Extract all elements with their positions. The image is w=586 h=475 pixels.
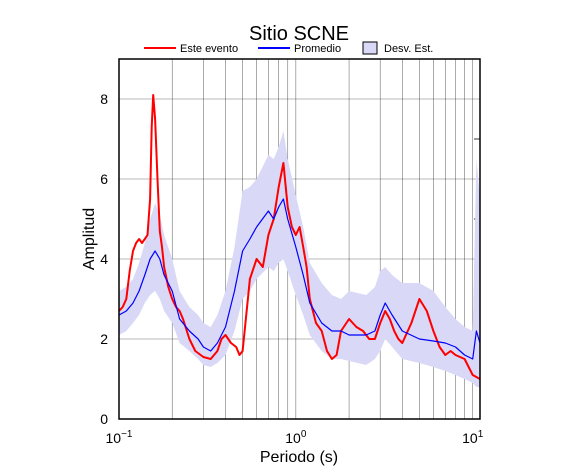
y-axis-label: Amplitud	[81, 208, 98, 270]
legend-event-label: Este evento	[180, 43, 238, 55]
series-layer	[118, 94, 481, 380]
y-tick-label: 2	[100, 331, 108, 347]
chart-title: Sitio SCNE	[249, 23, 349, 45]
x-tick-exponent: 0	[301, 429, 307, 440]
y-tick-label: 0	[100, 411, 108, 427]
mean-series-line	[118, 198, 481, 360]
event-series-line	[118, 94, 481, 380]
x-axis-ticks: 10−1 100 101	[106, 429, 484, 446]
plot-frame	[118, 58, 481, 420]
legend-mean-label: Promedio	[294, 43, 341, 55]
legend-std-swatch	[362, 41, 378, 55]
x-tick-base: 10	[285, 430, 301, 446]
x-tick-label: 100	[285, 429, 307, 446]
x-tick-base: 10	[462, 430, 478, 446]
x-tick-label: 101	[462, 429, 484, 446]
legend: Este evento Promedio Desv. Est.	[144, 41, 433, 55]
x-tick-base: 10	[106, 430, 122, 446]
y-tick-label: 4	[100, 251, 108, 267]
legend-std-label: Desv. Est.	[384, 43, 433, 55]
x-tick-label: 10−1	[106, 429, 133, 446]
y-axis-ticks: 0 2 4 6 8	[100, 91, 108, 427]
x-tick-exponent: 1	[478, 429, 484, 440]
x-axis-label: Periodo (s)	[260, 449, 338, 466]
y-tick-label: 8	[100, 91, 108, 107]
y-tick-label: 6	[100, 171, 108, 187]
x-tick-exponent: −1	[121, 429, 133, 440]
